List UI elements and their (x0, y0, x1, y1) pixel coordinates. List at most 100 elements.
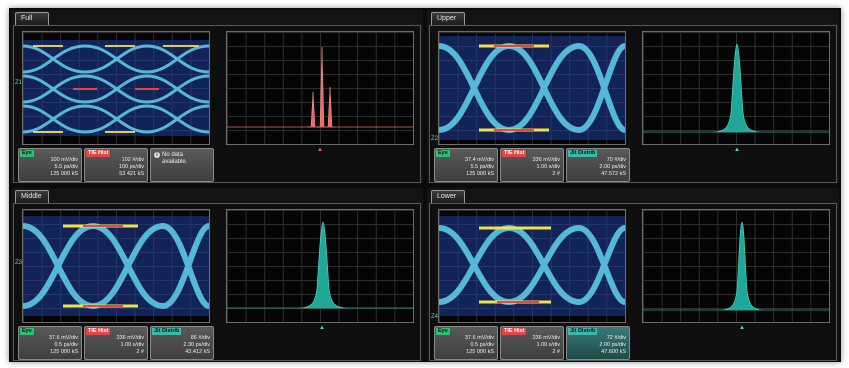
readout-line: 86 #/div (190, 335, 210, 341)
readout-line: 125 000 kS (466, 171, 494, 177)
reference-marker: Z2 (431, 136, 439, 142)
readout-tie-hist[interactable]: TIE Hist 336 mV/div 1.00 s/div 2 # (500, 148, 564, 182)
tab-lower[interactable]: Lower (431, 190, 465, 203)
readout-panel: Eye 37.6 mV/div 0.5 ps/div 125 000 kS TI… (434, 326, 834, 360)
histogram-graphic (643, 221, 829, 311)
readout-line: 1.00 s/div (536, 164, 560, 170)
readout-tag: Jit Distrib (152, 328, 182, 335)
readout-line: 100 ps/div (118, 164, 144, 170)
histogram-plot[interactable]: ▲ (642, 209, 830, 331)
eye-diagram-graphic (23, 40, 209, 136)
info-icon: i (154, 152, 160, 158)
readout-tag: Jit Distrib (568, 150, 598, 157)
eye-diagram-graphic (23, 216, 209, 316)
readout-jit-distrib[interactable]: Jit Distrib 70 #/div 2.00 ps/div 47.572 … (566, 148, 630, 182)
readout-line: 37.6 mV/div (48, 335, 78, 341)
readout-line: 53 421 kS (119, 171, 144, 177)
readout-no-data[interactable]: i No data available. (150, 148, 214, 182)
readout-eye[interactable]: Eye 100 mV/div 5.5 ps/div 125 000 kS (18, 148, 82, 182)
readout-line: 2.00 ps/div (599, 342, 626, 348)
readout-eye[interactable]: Eye 37.6 mV/div 0.5 ps/div 125 000 kS (18, 326, 82, 360)
reference-marker: Z3 (15, 260, 23, 266)
trigger-marker-icon: ▲ (319, 325, 325, 331)
trigger-marker-icon: ▲ (317, 147, 323, 153)
readout-line: 125 000 kS (466, 349, 494, 355)
readout-line: 336 mV/div (116, 335, 144, 341)
readout-line: 47.600 kS (601, 349, 626, 355)
readout-line: 5.5 ps/div (470, 164, 494, 170)
oscilloscope-screen: Full (9, 8, 841, 362)
quadrant-full: Full (11, 10, 423, 183)
readout-line: 100 mV/div (50, 157, 78, 163)
readout-jit-distrib[interactable]: Jit Distrib 72 #/div 2.00 ps/div 47.600 … (566, 326, 630, 360)
quadrant-body: Z3 ▲ ▲ Eye 37.6 mV/div 0.5 ps/div 125 00… (13, 203, 421, 361)
tab-middle[interactable]: Middle (15, 190, 49, 203)
eye-diagram-plot[interactable]: Z3 ▲ (15, 209, 210, 331)
quadrant-upper: Upper Z2 ▲ (427, 10, 839, 183)
readout-line: 336 mV/div (532, 157, 560, 163)
trigger-marker-icon: ▲ (734, 147, 740, 153)
histogram-graphic (227, 46, 413, 128)
quadrant-middle: Middle Z3 ▲ (11, 188, 423, 361)
quadrant-body: Z4 ▲ ▲ Eye 37.6 mV/div 0.5 ps/div 125 00… (429, 203, 837, 361)
eye-diagram-plot[interactable]: Z1 ▲ (15, 31, 210, 153)
readout-panel: Eye 37.6 mV/div 0.5 ps/div 125 000 kS TI… (18, 326, 418, 360)
readout-line: 47.572 kS (601, 171, 626, 177)
readout-eye[interactable]: Eye 37.4 mV/div 5.5 ps/div 125 000 kS (434, 148, 498, 182)
readout-tag: Eye (20, 328, 34, 335)
readout-line: 2 # (136, 349, 144, 355)
readout-line: 102 #/div (121, 157, 144, 163)
readout-line: 43.412 kS (185, 349, 210, 355)
reference-marker: Z1 (15, 80, 23, 86)
readout-line: 0.5 ps/div (54, 342, 78, 348)
readout-line: 2.00 ps/div (599, 164, 626, 170)
readout-line: 2 # (552, 349, 560, 355)
readout-tag: TIE Hist (86, 328, 111, 335)
readout-tag: TIE Hist (502, 328, 527, 335)
readout-jit-distrib[interactable]: Jit Distrib 86 #/div 2.30 ps/div 43.412 … (150, 326, 214, 360)
readout-line: 125 000 kS (50, 349, 78, 355)
readout-line: 1.00 s/div (536, 342, 560, 348)
readout-tag: TIE Hist (86, 150, 111, 157)
reference-marker: Z4 (431, 314, 439, 320)
readout-tag: Eye (436, 328, 450, 335)
histogram-graphic (643, 43, 829, 133)
readout-tie-hist[interactable]: TIE Hist 102 #/div 100 ps/div 53 421 kS (84, 148, 148, 182)
readout-tie-hist[interactable]: TIE Hist 336 mV/div 1.00 s/div 2 # (500, 326, 564, 360)
readout-line: 37.6 mV/div (464, 335, 494, 341)
readout-line: 1.00 s/div (120, 342, 144, 348)
quadrant-lower: Lower Z4 ▲ (427, 188, 839, 361)
readout-tie-hist[interactable]: TIE Hist 336 mV/div 1.00 s/div 2 # (84, 326, 148, 360)
readout-line: 2.30 ps/div (183, 342, 210, 348)
trigger-marker-icon: ▲ (739, 325, 745, 331)
readout-line: 2 # (552, 171, 560, 177)
readout-tag: Jit Distrib (568, 328, 598, 335)
readout-panel: Eye 100 mV/div 5.5 ps/div 125 000 kS TIE… (18, 148, 418, 182)
readout-eye[interactable]: Eye 37.6 mV/div 0.5 ps/div 125 000 kS (434, 326, 498, 360)
readout-line: 125 000 kS (50, 171, 78, 177)
readout-line: 72 #/div (606, 335, 626, 341)
eye-diagram-graphic (439, 216, 625, 316)
readout-line: 336 mV/div (532, 335, 560, 341)
readout-line: 5.5 ps/div (54, 164, 78, 170)
quadrant-body: Z2 ▲ ▲ Eye 37.4 mV/div 5.5 ps/div 125 00… (429, 25, 837, 183)
histogram-plot[interactable]: ▲ (226, 209, 414, 331)
histogram-graphic (227, 221, 413, 309)
readout-panel: Eye 37.4 mV/div 5.5 ps/div 125 000 kS TI… (434, 148, 834, 182)
tab-full[interactable]: Full (15, 12, 49, 25)
tab-upper[interactable]: Upper (431, 12, 465, 25)
histogram-plot[interactable]: ▲ (642, 31, 830, 153)
no-data-line: No data (162, 152, 184, 158)
quadrant-body: Z1 ▲ ▲ Eye 100 mV/div 5.5 p (13, 25, 421, 183)
eye-diagram-graphic (439, 36, 625, 140)
eye-diagram-plot[interactable]: Z2 ▲ (431, 31, 626, 153)
no-data-line: available. (162, 159, 188, 165)
readout-line: 0.5 ps/div (470, 342, 494, 348)
readout-tag: Eye (20, 150, 34, 157)
readout-line: 37.4 mV/div (464, 157, 494, 163)
histogram-plot[interactable]: ▲ (226, 31, 414, 153)
readout-tag: Eye (436, 150, 450, 157)
readout-line: 70 #/div (606, 157, 626, 163)
readout-tag: TIE Hist (502, 150, 527, 157)
eye-diagram-plot[interactable]: Z4 ▲ (431, 209, 626, 331)
